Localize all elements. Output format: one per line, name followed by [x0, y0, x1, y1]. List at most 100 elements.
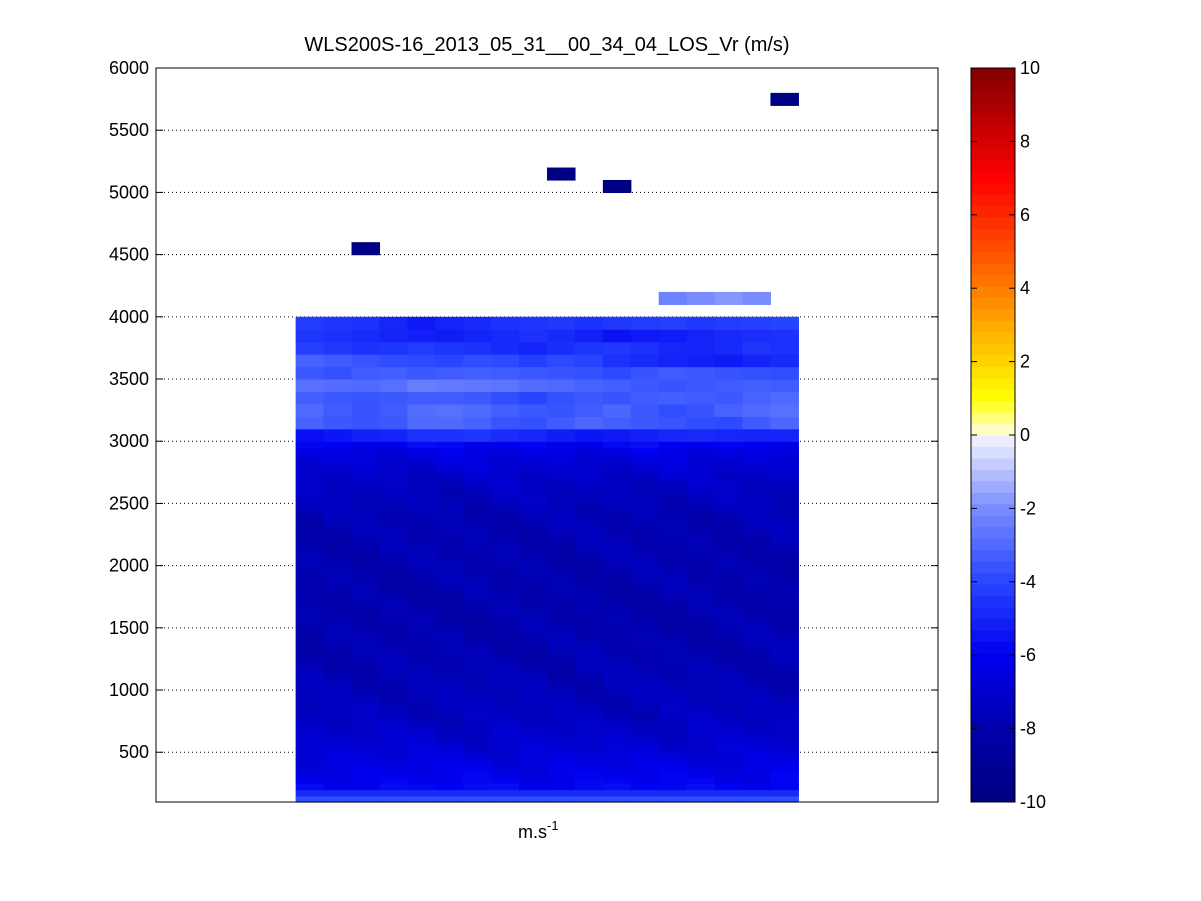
heatmap-cell — [742, 733, 772, 741]
heatmap-cell — [630, 316, 660, 330]
colorbar-segment — [971, 136, 1015, 149]
heatmap-cell — [491, 515, 520, 523]
heatmap-cell — [547, 746, 576, 753]
heatmap-cell — [435, 683, 464, 691]
heatmap-cell — [379, 746, 408, 753]
heatmap-cell — [379, 391, 408, 405]
heatmap-cell — [323, 658, 353, 666]
heatmap-cell — [407, 590, 436, 598]
heatmap-cell — [491, 627, 520, 635]
heatmap-cell — [491, 602, 520, 610]
heatmap-cell — [323, 634, 353, 641]
heatmap-cell — [714, 497, 744, 505]
heatmap-cell — [379, 627, 408, 635]
heatmap-cell — [379, 490, 408, 498]
heatmap-cell — [770, 733, 799, 741]
heatmap-cell — [574, 727, 604, 735]
heatmap-cell — [686, 416, 716, 430]
heatmap-cell — [379, 789, 408, 797]
heatmap-cell — [351, 391, 381, 405]
heatmap-cell — [686, 690, 716, 697]
heatmap-cell — [323, 795, 353, 803]
heatmap-cell — [379, 316, 408, 330]
heatmap-cell — [630, 770, 660, 778]
heatmap-cell — [323, 478, 353, 486]
heatmap-cell — [519, 391, 548, 405]
heatmap-cell — [630, 441, 660, 449]
heatmap-cell — [379, 708, 408, 716]
heatmap-cell — [351, 534, 381, 542]
heatmap-cell — [770, 379, 799, 393]
heatmap-cell — [295, 484, 325, 492]
heatmap-cell — [742, 540, 772, 548]
heatmap-cell — [323, 665, 353, 672]
heatmap-cell — [295, 534, 325, 542]
heatmap-cell — [770, 466, 799, 473]
heatmap-cell — [742, 354, 772, 368]
heatmap-cell — [630, 472, 660, 480]
heatmap-cell — [323, 609, 353, 616]
heatmap-cell — [519, 690, 548, 697]
heatmap-cell — [323, 565, 353, 573]
heatmap-cell — [295, 497, 325, 505]
heatmap-cell — [463, 354, 492, 368]
heatmap-cell — [463, 615, 492, 623]
colorbar-segment — [971, 262, 1015, 275]
heatmap-cell — [714, 453, 744, 461]
heatmap-cell — [714, 764, 744, 772]
heatmap-cell — [630, 764, 660, 772]
heatmap-cell — [295, 634, 325, 641]
colorbar-tick-label: 8 — [1020, 131, 1030, 151]
heatmap-cell — [714, 466, 744, 473]
heatmap-cell — [770, 783, 799, 791]
heatmap-cell — [714, 758, 744, 766]
heatmap-cell — [491, 472, 520, 480]
heatmap-cell — [742, 770, 772, 778]
heatmap-cell — [547, 391, 576, 405]
heatmap-cell — [770, 746, 799, 753]
heatmap-cell — [742, 627, 772, 635]
heatmap-cell — [435, 515, 464, 523]
heatmap-cell — [602, 777, 632, 784]
heatmap-cell — [463, 708, 492, 716]
heatmap-cell — [547, 609, 576, 616]
heatmap-cell — [295, 565, 325, 573]
heatmap-cell — [463, 522, 492, 529]
heatmap-cell — [547, 764, 576, 772]
heatmap-cell — [351, 677, 381, 685]
heatmap-cell — [519, 578, 548, 585]
heatmap-cell — [407, 764, 436, 772]
heatmap-cell — [574, 478, 604, 486]
heatmap-cell — [463, 553, 492, 561]
heatmap-cell — [658, 459, 688, 467]
heatmap-cell — [323, 366, 353, 380]
heatmap-cell — [770, 609, 799, 616]
colorbar-ticks: -10 -8 -6 -4 -2 0 2 4 6 8 10 — [971, 58, 1046, 812]
heatmap-cell — [323, 472, 353, 480]
heatmap-cell — [379, 515, 408, 523]
heatmap-cell — [714, 553, 744, 561]
heatmap-cell — [379, 658, 408, 666]
heatmap-cell — [295, 683, 325, 691]
heatmap-cell — [379, 565, 408, 573]
heatmap-cell — [519, 447, 548, 455]
heatmap-cell — [491, 522, 520, 529]
colorbar-segment — [971, 171, 1015, 184]
heatmap-cell — [519, 571, 548, 579]
heatmap-cell — [686, 621, 716, 629]
heatmap-cell — [742, 291, 772, 305]
heatmap-cell — [379, 484, 408, 492]
heatmap-cell — [295, 403, 325, 417]
heatmap-cell — [519, 329, 548, 343]
heatmap-cell — [714, 621, 744, 629]
heatmap-cell — [658, 665, 688, 672]
heatmap-cell — [295, 515, 325, 523]
heatmap-cell — [463, 752, 492, 760]
heatmap-cell — [547, 571, 576, 579]
heatmap-cell — [323, 528, 353, 536]
heatmap-cell — [770, 752, 799, 760]
heatmap-cell — [435, 690, 464, 697]
heatmap-cell — [602, 534, 632, 542]
heatmap-cell — [491, 714, 520, 722]
heatmap-cell — [547, 590, 576, 598]
